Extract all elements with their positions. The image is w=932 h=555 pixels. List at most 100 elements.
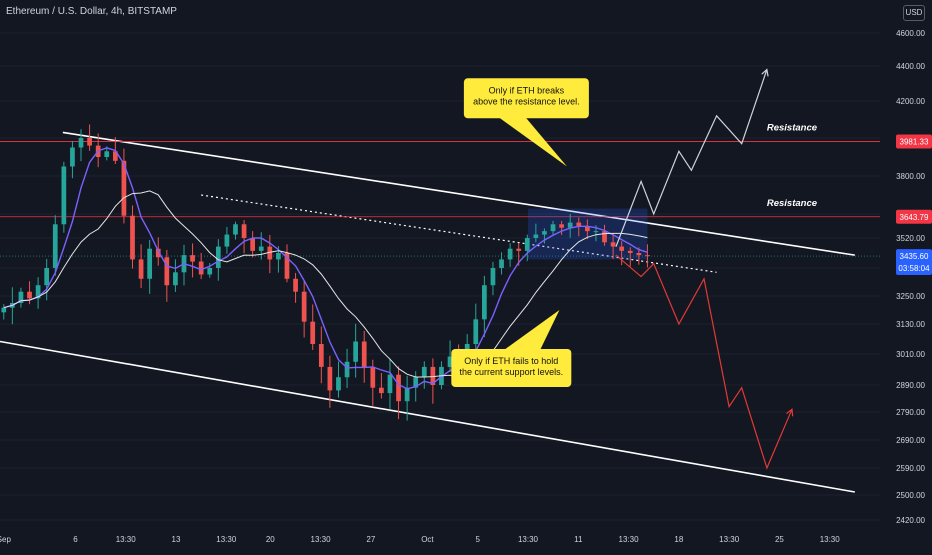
candle[interactable] (258, 246, 264, 251)
y-tick-label: 2420.00 (896, 516, 925, 525)
candle[interactable] (130, 215, 135, 260)
candle[interactable] (233, 224, 238, 235)
annotation-callout[interactable] (463, 78, 589, 119)
price-tag (896, 209, 932, 224)
candle[interactable] (70, 147, 75, 167)
candle[interactable] (44, 268, 50, 286)
candle[interactable] (318, 344, 324, 367)
projection-up-path[interactable] (615, 69, 768, 247)
x-tick-label: 18 (674, 535, 683, 544)
candle[interactable] (576, 222, 582, 226)
candle[interactable] (173, 272, 178, 286)
candle[interactable] (293, 278, 298, 292)
candle[interactable] (396, 374, 401, 402)
candle[interactable] (602, 231, 607, 243)
candle[interactable] (636, 253, 642, 256)
candle[interactable] (310, 321, 316, 344)
candle[interactable] (87, 138, 92, 146)
candle[interactable] (593, 231, 599, 233)
annotation-callout[interactable] (451, 349, 572, 387)
candle[interactable] (353, 341, 358, 362)
candle[interactable] (619, 246, 625, 251)
candle[interactable] (18, 291, 24, 303)
candle[interactable] (164, 257, 170, 286)
candle[interactable] (52, 224, 58, 268)
callout-pointer (496, 115, 567, 167)
candle[interactable] (404, 387, 410, 402)
candle[interactable] (267, 246, 273, 260)
candle[interactable] (482, 285, 487, 320)
candle[interactable] (559, 224, 564, 228)
candle[interactable] (241, 224, 247, 238)
price-tag-label: 03:58:04 (898, 264, 930, 273)
candle[interactable] (627, 250, 633, 253)
candle[interactable] (413, 377, 419, 388)
y-tick-label: 4600.00 (896, 29, 925, 38)
x-tick-label: 13 (172, 535, 181, 544)
candle[interactable] (1, 307, 7, 313)
candle[interactable] (155, 248, 161, 258)
candle[interactable] (215, 246, 221, 268)
candle[interactable] (276, 253, 281, 260)
candle[interactable] (336, 377, 341, 391)
candle[interactable] (447, 356, 453, 367)
candle[interactable] (104, 151, 110, 157)
candle[interactable] (379, 387, 384, 394)
candle[interactable] (198, 261, 204, 275)
candle[interactable] (112, 151, 118, 161)
candle[interactable] (610, 242, 616, 247)
candle[interactable] (61, 166, 67, 225)
candle[interactable] (344, 361, 350, 378)
x-tick-label: 11 (574, 535, 583, 544)
candle[interactable] (138, 259, 144, 279)
x-tick-label: 5 (475, 535, 480, 544)
projection-down-path[interactable] (615, 254, 793, 470)
candle[interactable] (584, 226, 590, 232)
candle[interactable] (533, 234, 539, 238)
candle[interactable] (507, 248, 513, 260)
dotted-trendline[interactable] (201, 194, 717, 273)
channel-lower-line[interactable] (0, 340, 855, 493)
callout-pointer (505, 310, 560, 349)
candle[interactable] (361, 341, 367, 367)
candle[interactable] (499, 259, 504, 268)
ma-fast-line[interactable] (3, 147, 648, 390)
annotation-text: the current support levels. (460, 367, 564, 377)
candle[interactable] (567, 222, 573, 228)
candle[interactable] (35, 285, 41, 299)
candle[interactable] (645, 255, 650, 257)
candle[interactable] (550, 224, 556, 232)
resistance-label: Resistance (767, 198, 818, 209)
candle[interactable] (284, 253, 290, 279)
candle[interactable] (542, 231, 547, 235)
candle[interactable] (301, 291, 307, 322)
candle[interactable] (224, 234, 230, 247)
currency-button[interactable]: USD (903, 5, 925, 21)
candle[interactable] (516, 248, 522, 251)
candle[interactable] (121, 160, 127, 216)
candle[interactable] (190, 255, 195, 262)
y-tick-label: 2500.00 (896, 491, 925, 500)
candle[interactable] (327, 366, 333, 391)
candle[interactable] (370, 366, 376, 388)
candle[interactable] (78, 138, 84, 148)
price-tag (896, 261, 932, 275)
candle[interactable] (490, 268, 496, 286)
candle[interactable] (473, 319, 479, 344)
arrow-head (761, 68, 769, 77)
candle[interactable] (27, 291, 32, 299)
candle[interactable] (147, 248, 153, 279)
candle[interactable] (524, 238, 530, 251)
x-tick-label: Sep (0, 535, 11, 544)
channel-upper-line[interactable] (62, 131, 855, 256)
candle[interactable] (250, 238, 256, 251)
resistance-label: Resistance (767, 123, 818, 134)
candle[interactable] (387, 374, 393, 394)
candle[interactable] (430, 366, 436, 385)
candle[interactable] (207, 268, 213, 275)
candle[interactable] (421, 366, 427, 378)
y-tick-label: 3520.00 (896, 234, 925, 243)
ma-slow-line[interactable] (3, 190, 648, 379)
